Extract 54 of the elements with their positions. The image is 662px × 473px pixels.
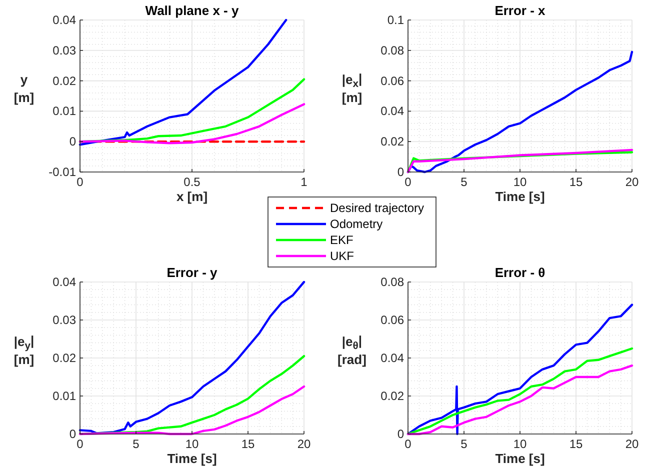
y-tick-label: 0.06 — [380, 313, 404, 327]
legend-label: Odometry — [330, 217, 383, 231]
x-axis-title: Time [s] — [495, 451, 545, 466]
line-series — [78, 103, 306, 144]
y-tick-label: 0 — [397, 165, 404, 179]
x-tick-label: 10 — [513, 175, 527, 189]
y-tick-label: 0 — [69, 427, 76, 441]
y-tick-label: 0.04 — [380, 104, 404, 118]
y-tick-label: 0.04 — [52, 275, 76, 289]
y-tick-label: 0.01 — [52, 104, 76, 118]
y-tick-label: 0.08 — [380, 43, 404, 58]
x-axis-title: x [m] — [176, 189, 208, 204]
chart-title: Error - θ — [494, 265, 546, 280]
x-tick-label: 0.5 — [184, 175, 201, 189]
y-tick-label: 0 — [397, 427, 404, 441]
chart-title: Error - x — [494, 3, 546, 18]
y-axis-title: y [m] — [14, 72, 34, 105]
x-tick-label: 5 — [460, 437, 468, 451]
y-tick-label: 0.01 — [52, 389, 76, 403]
y-tick-label: 0.04 — [52, 13, 76, 27]
y-tick-label: 0.02 — [380, 389, 404, 403]
y-tick-label: -0.01 — [48, 165, 76, 179]
legend-label: EKF — [330, 233, 354, 247]
x-tick-label: 15 — [569, 437, 583, 451]
y-tick-label: 0.02 — [52, 351, 76, 365]
x-tick-label: 15 — [241, 437, 255, 451]
x-axis-title: Time [s] — [167, 451, 217, 466]
x-axis-title: Time [s] — [495, 189, 545, 204]
x-tick-label: 20 — [625, 437, 639, 451]
y-tick-label: 0.03 — [52, 43, 76, 58]
legend-label: Desired trajectory — [330, 201, 424, 215]
x-tick-label: 5 — [460, 175, 468, 189]
x-tick-label: 20 — [297, 437, 311, 451]
line-series — [78, 18, 288, 146]
chart-title: Wall plane x - y — [145, 3, 240, 18]
y-tick-label: 0.02 — [52, 74, 76, 88]
chart-title: Error - y — [166, 265, 218, 280]
y-axis-title: |e$_{x}$| [m] — [342, 71, 362, 105]
y-axis-title: |e$_{y}$| [m] — [14, 333, 34, 367]
x-tick-label: 15 — [569, 175, 583, 189]
legend-label: UKF — [330, 249, 354, 263]
y-tick-label: 0 — [69, 134, 76, 149]
x-tick-label: 1 — [300, 175, 308, 189]
y-tick-label: 0.04 — [380, 351, 404, 365]
y-tick-label: 0.06 — [380, 74, 404, 88]
x-tick-label: 10 — [513, 437, 527, 451]
y-tick-label: 0.08 — [380, 275, 404, 289]
x-tick-label: 20 — [625, 175, 639, 189]
y-tick-label: 0.03 — [52, 313, 76, 327]
y-tick-label: 0.02 — [380, 134, 404, 149]
y-axis-title: |e$_{θ}$| [rad] — [338, 333, 366, 367]
y-tick-label: 0.1 — [387, 13, 404, 27]
x-tick-label: 5 — [132, 437, 140, 451]
x-tick-label: 10 — [185, 437, 199, 451]
